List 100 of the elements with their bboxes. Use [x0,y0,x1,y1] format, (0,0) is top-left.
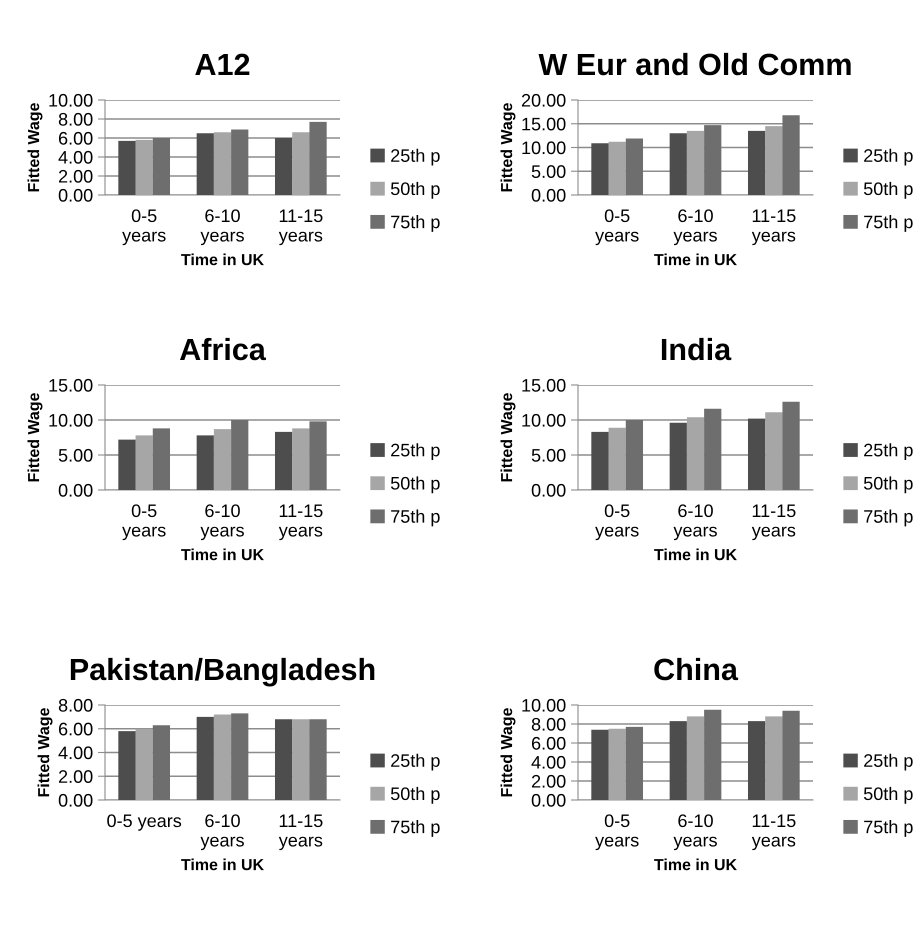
y-tick-label: 8.00 [58,698,92,712]
y-tick-label: 4.00 [58,150,92,164]
legend-label: 75th p [864,510,913,526]
x-tick-label: 6-10 years [673,814,717,850]
y-tick-label: 15.00 [49,378,92,392]
y-tick-label: 0.00 [532,484,566,497]
x-tick-label: 6-10 years [200,209,244,246]
bar [118,440,136,490]
y-tick-label: 10.00 [522,141,566,154]
bar [686,417,704,490]
x-tick-label: 11-15 years [752,814,796,850]
legend-label: 50th p [390,786,440,804]
bar [231,129,248,195]
legend-label: 50th p [864,786,913,804]
legend-label: 75th p [391,820,440,837]
x-tick-label: 6-10 years [673,504,717,540]
chart-title: China [654,658,738,680]
chart-title: W Eur and Old Comm [538,52,851,76]
bar [136,728,153,800]
x-tick-label: 11-15 years [752,504,796,540]
y-tick-label: 6.00 [58,132,92,145]
y-tick-label: 15.00 [522,378,566,392]
bar [231,713,248,800]
x-tick-label: 6-10 years [673,209,717,246]
bar [670,721,687,800]
bar [748,721,766,800]
x-axis-title: Time in UK [654,858,737,870]
bar [765,126,782,195]
x-axis-title: Time in UK [654,548,737,560]
bar [214,132,232,195]
legend-label: 50th p [390,182,440,199]
bar [292,719,310,800]
legend-label: 25th p [391,148,440,166]
x-tick-label: 0-5 years [595,504,639,540]
legend-label: 25th p [864,754,913,771]
y-tick-label: 0.00 [58,484,92,497]
x-axis-title: Time in UK [181,858,264,870]
y-tick-label: 4.00 [531,756,566,769]
y-tick-label: 10.00 [522,698,566,712]
y-axis-title: Fitted Wage [28,393,42,482]
bar [670,422,687,490]
bar [608,428,626,490]
y-tick-label: 2.00 [58,170,92,183]
bar [214,429,232,490]
bar [591,730,609,800]
bar [152,428,170,490]
bar [274,432,292,490]
bar [686,716,704,800]
x-tick-label: 11-15 years [278,210,322,246]
bar [765,716,782,800]
chart-title: A12 [195,54,250,75]
chart-title: Pakistan/Bangladesh [70,658,374,686]
bar [686,130,704,195]
legend-label: 50th p [864,182,913,199]
legend-label: 75th p [864,215,913,232]
y-tick-label: 5.00 [532,448,566,462]
x-tick-label: 6-10 years [200,504,244,540]
x-tick-label: 6-10 years [200,814,244,850]
bar [591,432,609,490]
bar [782,710,800,800]
bar [118,140,136,195]
bar [670,133,687,195]
y-tick-label: 15.00 [522,118,566,130]
legend-label: 25th p [391,443,440,460]
y-axis-title: Fitted Wage [500,393,516,482]
x-axis-title: Time in UK [654,254,737,266]
bar [152,725,170,800]
y-tick-label: 10.00 [49,414,92,427]
bar [704,408,722,490]
y-tick-label: 5.00 [532,165,566,178]
y-tick-label: 10.00 [522,414,566,427]
y-tick-label: 2.00 [532,774,566,788]
bar [608,728,626,800]
legend-label: 50th p [864,476,913,494]
bar [196,716,214,800]
y-tick-label: 2.00 [58,770,92,783]
x-tick-label: 0-5 years [595,209,639,246]
bar [136,435,153,490]
y-tick-label: 0.00 [58,188,92,202]
y-axis-title: Fitted Wage [38,708,52,796]
bar [136,140,153,195]
legend-label: 25th p [864,148,913,166]
legend-label: 25th p [391,754,440,771]
bar [765,412,782,490]
bar [782,402,800,490]
x-tick-label: 11-15 years [278,504,322,540]
x-tick-label: 0-5 years [595,814,639,850]
y-tick-label: 5.00 [58,448,92,462]
y-axis-title: Fitted Wage [28,103,42,192]
y-axis-title: Fitted Wage [500,103,516,192]
bar [704,710,722,800]
y-tick-label: 10.00 [49,94,92,107]
y-tick-label: 8.00 [58,112,92,126]
bar [309,719,327,800]
x-tick-label: 0-5 years [122,504,166,540]
y-tick-label: 8.00 [532,718,566,731]
x-tick-label: 0-5 years [107,814,182,831]
bar [309,122,327,195]
y-tick-label: 20.00 [522,94,566,107]
legend-label: 75th p [391,510,440,526]
